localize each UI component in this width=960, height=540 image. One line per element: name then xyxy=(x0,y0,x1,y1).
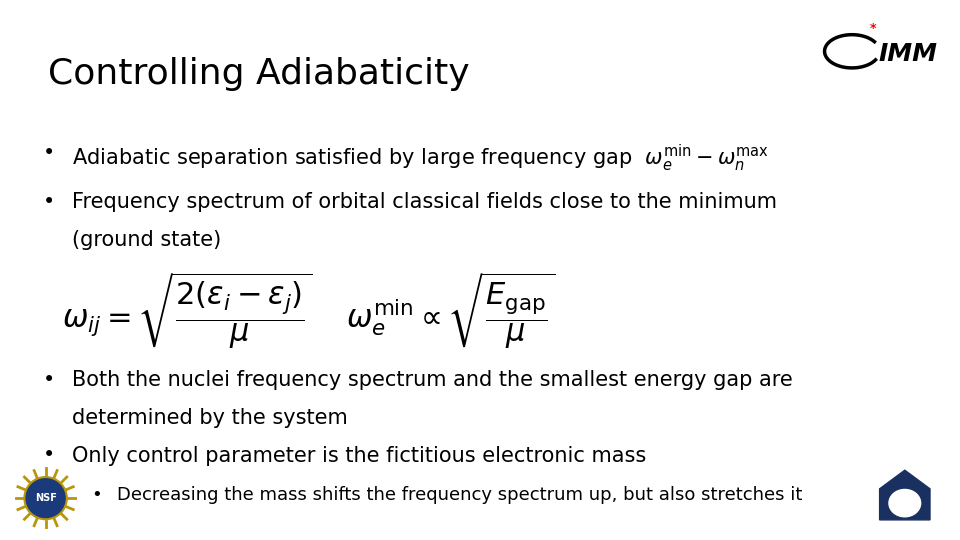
Text: NSF: NSF xyxy=(35,493,57,503)
Text: *: * xyxy=(870,22,876,35)
Text: $\omega_e^{\mathrm{min}} \propto \sqrt{\dfrac{E_{\mathrm{gap}}}{\mu}}$: $\omega_e^{\mathrm{min}} \propto \sqrt{\… xyxy=(346,270,555,350)
Circle shape xyxy=(889,489,921,517)
Text: •: • xyxy=(43,192,56,212)
Text: •: • xyxy=(91,486,102,504)
Text: •: • xyxy=(43,446,56,465)
Text: Frequency spectrum of orbital classical fields close to the minimum: Frequency spectrum of orbital classical … xyxy=(72,192,777,212)
Text: Both the nuclei frequency spectrum and the smallest energy gap are: Both the nuclei frequency spectrum and t… xyxy=(72,370,793,390)
Text: •: • xyxy=(43,370,56,390)
Text: Adiabatic separation satisfied by large frequency gap  $\omega_e^{\mathrm{min}} : Adiabatic separation satisfied by large … xyxy=(72,143,769,174)
Text: $\omega_{ij} = \sqrt{\dfrac{2(\epsilon_i - \epsilon_j)}{\mu}}$: $\omega_{ij} = \sqrt{\dfrac{2(\epsilon_i… xyxy=(62,270,313,350)
PathPatch shape xyxy=(879,470,930,520)
Text: •: • xyxy=(43,143,56,163)
Text: Only control parameter is the fictitious electronic mass: Only control parameter is the fictitious… xyxy=(72,446,646,465)
Text: Controlling Adiabaticity: Controlling Adiabaticity xyxy=(48,57,469,91)
Text: (ground state): (ground state) xyxy=(72,230,221,249)
Text: IMM: IMM xyxy=(878,42,938,65)
Text: determined by the system: determined by the system xyxy=(72,408,348,428)
Text: Decreasing the mass shifts the frequency spectrum up, but also stretches it: Decreasing the mass shifts the frequency… xyxy=(117,486,803,504)
Circle shape xyxy=(24,477,67,519)
